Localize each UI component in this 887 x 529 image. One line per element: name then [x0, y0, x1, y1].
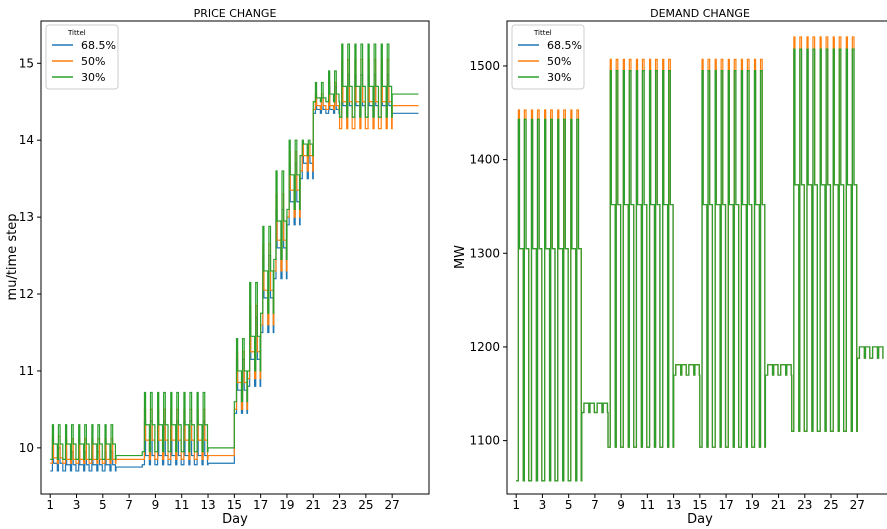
y-axis-label: mu/time step [5, 214, 20, 301]
plot-area [516, 36, 884, 482]
x-axis-label: Day [687, 512, 713, 527]
price-change-panel: PRICE CHANGE 1 3 5 7 9 11 13 15 17 19 21 23 25 27 101… [5, 7, 430, 527]
x-tick-label: 13 [200, 498, 215, 512]
legend-label: 68.5% [81, 39, 116, 52]
legend: Tittel 68.5% 50% 30% [45, 24, 119, 90]
legend-title: Tittel [533, 29, 552, 37]
legend-label: 68.5% [547, 39, 582, 52]
x-axis-label: Day [222, 512, 248, 527]
x-tick-label: 17 [718, 498, 733, 512]
x-tick-label: 23 [797, 498, 812, 512]
x-tick-label: 11 [174, 498, 189, 512]
y-tick-label: 13 [19, 210, 34, 224]
legend-label: 50% [81, 55, 105, 68]
x-tick-label: 3 [539, 498, 547, 512]
axes-frame [506, 20, 887, 495]
y-tick-label: 1100 [469, 434, 500, 448]
legend-label: 50% [547, 55, 571, 68]
legend-label: 30% [81, 71, 105, 84]
x-tick-label: 1 [46, 498, 54, 512]
x-tick-label: 23 [332, 498, 347, 512]
series-line-30pct [516, 48, 884, 482]
x-tick-label: 9 [152, 498, 160, 512]
y-tick-label: 1500 [469, 59, 500, 73]
x-tick-label: 7 [591, 498, 599, 512]
x-tick-label: 3 [73, 498, 81, 512]
x-tick-label: 1 [512, 498, 520, 512]
x-tick-label: 25 [823, 498, 838, 512]
y-tick-label: 15 [19, 56, 34, 70]
x-tick-label: 5 [565, 498, 573, 512]
x-tick-label: 11 [640, 498, 655, 512]
x-tick-label: 17 [253, 498, 268, 512]
x-tick-label: 27 [850, 498, 865, 512]
plot-area [50, 43, 419, 472]
y-tick-label: 14 [19, 133, 34, 147]
x-axis: 1 3 5 7 9 11 13 15 17 19 21 23 25 27 [512, 494, 865, 512]
legend-label: 30% [547, 71, 571, 84]
x-tick-label: 15 [227, 498, 242, 512]
y-axis-label: MW [453, 245, 468, 269]
x-tick-label: 9 [617, 498, 625, 512]
y-axis: 10 11 12 13 14 15 [19, 56, 41, 455]
legend: Tittel 68.5% 50% 30% [511, 24, 585, 90]
x-tick-label: 15 [692, 498, 707, 512]
y-tick-label: 12 [19, 287, 34, 301]
x-tick-label: 21 [306, 498, 321, 512]
demand-change-panel: DEMAND CHANGE 1 3 5 7 9 11 13 15 17 19 21 23 25 27 11… [453, 7, 887, 527]
x-tick-label: 19 [279, 498, 294, 512]
x-tick-label: 13 [666, 498, 681, 512]
y-tick-label: 10 [19, 441, 34, 455]
x-axis: 1 3 5 7 9 11 13 15 17 19 21 23 25 27 [46, 494, 400, 512]
y-axis: 1100 1200 1300 1400 1500 [469, 59, 507, 448]
x-tick-label: 5 [99, 498, 107, 512]
chart-title: DEMAND CHANGE [650, 7, 750, 20]
series-line-50pct [50, 58, 419, 464]
x-tick-label: 19 [745, 498, 760, 512]
axes-frame [40, 20, 430, 495]
x-tick-label: 27 [385, 498, 400, 512]
series-line-30pct [50, 43, 419, 460]
x-tick-label: 7 [125, 498, 133, 512]
chart-title: PRICE CHANGE [194, 7, 277, 20]
y-tick-label: 1300 [469, 246, 500, 260]
x-tick-label: 21 [771, 498, 786, 512]
legend-title: Tittel [67, 29, 86, 37]
legend-frame [45, 24, 119, 90]
y-tick-label: 11 [19, 364, 34, 378]
legend-frame [511, 24, 585, 90]
x-tick-label: 25 [358, 498, 373, 512]
y-tick-label: 1400 [469, 153, 500, 167]
y-tick-label: 1200 [469, 340, 500, 354]
